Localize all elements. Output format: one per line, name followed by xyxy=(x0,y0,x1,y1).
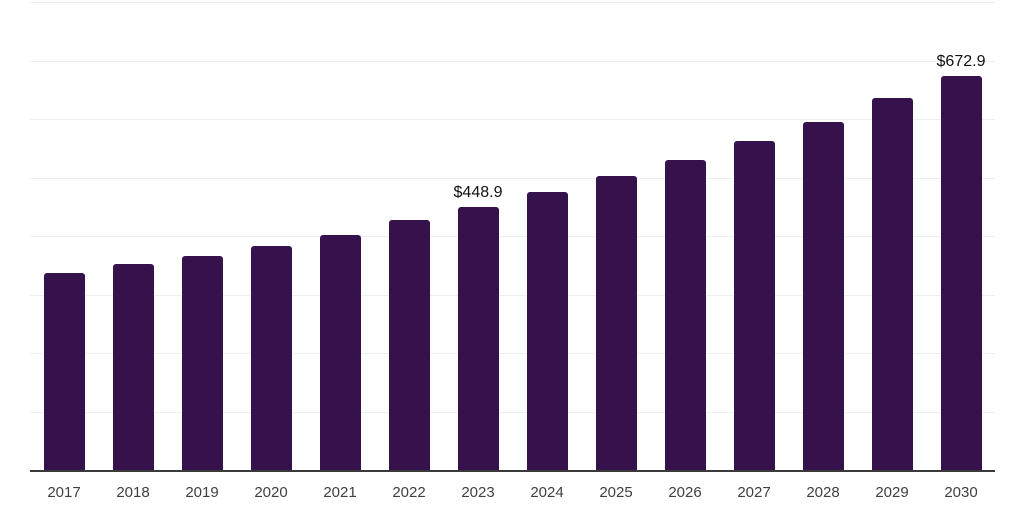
bar-2028 xyxy=(802,121,844,470)
bar-2018 xyxy=(112,263,154,470)
plot-area: $448.9 $672.9 xyxy=(30,2,995,472)
bar-2017 xyxy=(43,273,85,470)
x-tick-label-2022: 2022 xyxy=(392,484,426,501)
x-tick-label-2020: 2020 xyxy=(254,484,288,501)
bar-2026 xyxy=(664,159,706,470)
bar-2030 xyxy=(940,76,982,470)
x-tick-label-2025: 2025 xyxy=(599,484,633,501)
gridline-100 xyxy=(30,411,995,413)
x-axis-tick-labels: 2017 2018 2019 2020 2021 2022 2023 2024 2025 2026… xyxy=(30,485,995,509)
x-tick-label-2019: 2019 xyxy=(185,484,219,501)
gridline-700 xyxy=(30,60,995,62)
x-tick-label-2027: 2027 xyxy=(737,484,771,501)
x-tick-label-2017: 2017 xyxy=(47,484,81,501)
bar-2024 xyxy=(526,192,568,470)
gridline-600 xyxy=(30,119,995,120)
x-tick-label-2026: 2026 xyxy=(668,484,702,501)
x-tick-label-2018: 2018 xyxy=(116,484,150,501)
x-tick-label-2030: 2030 xyxy=(944,484,978,501)
x-tick-label-2023: 2023 xyxy=(461,484,495,501)
bar-2022 xyxy=(388,220,430,470)
gridline-800 xyxy=(30,2,995,3)
gridline-400 xyxy=(30,236,995,237)
bar-2023 xyxy=(457,207,499,470)
bar-2029 xyxy=(871,98,913,470)
x-tick-label-2021: 2021 xyxy=(323,484,357,501)
bar-2020 xyxy=(250,245,292,470)
bar-value-label-2030: $672.9 xyxy=(936,53,986,71)
bar-value-label-2023: $448.9 xyxy=(453,184,503,202)
x-tick-label-2024: 2024 xyxy=(530,484,564,501)
gridline-500 xyxy=(30,177,995,179)
bar-2019 xyxy=(181,256,223,470)
x-tick-label-2028: 2028 xyxy=(806,484,840,501)
gridline-300 xyxy=(30,294,995,296)
gridline-200 xyxy=(30,353,995,354)
bar-2027 xyxy=(733,140,775,470)
bar-2021 xyxy=(319,234,361,470)
bar-2025 xyxy=(595,175,637,470)
x-tick-label-2029: 2029 xyxy=(875,484,909,501)
